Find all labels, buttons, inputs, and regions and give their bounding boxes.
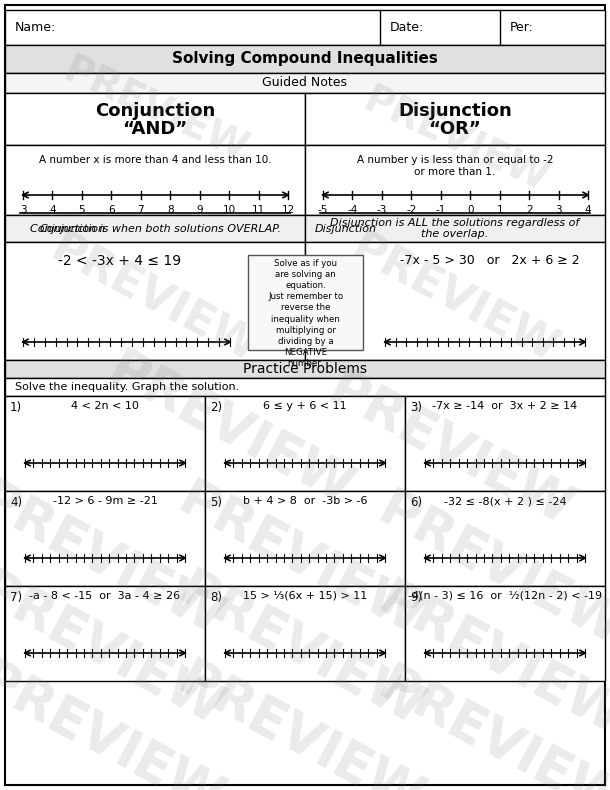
FancyBboxPatch shape bbox=[5, 93, 305, 145]
FancyBboxPatch shape bbox=[305, 242, 605, 360]
FancyBboxPatch shape bbox=[5, 10, 605, 45]
Text: PREVIEW: PREVIEW bbox=[368, 574, 610, 747]
Text: Disjunction: Disjunction bbox=[315, 224, 377, 234]
FancyBboxPatch shape bbox=[405, 586, 605, 681]
Text: Conjunction is when both solutions OVERLAP.: Conjunction is when both solutions OVERL… bbox=[29, 224, 281, 234]
Text: 6 ≤ y + 6 < 11: 6 ≤ y + 6 < 11 bbox=[263, 401, 347, 411]
Text: -a - 8 < -15  or  3a - 4 ≥ 26: -a - 8 < -15 or 3a - 4 ≥ 26 bbox=[29, 591, 181, 601]
Text: 9: 9 bbox=[196, 205, 203, 215]
FancyBboxPatch shape bbox=[305, 93, 605, 145]
Text: Date:: Date: bbox=[390, 21, 424, 34]
FancyBboxPatch shape bbox=[5, 5, 605, 785]
FancyBboxPatch shape bbox=[5, 491, 205, 586]
FancyBboxPatch shape bbox=[305, 215, 605, 242]
Text: 8: 8 bbox=[167, 205, 173, 215]
Text: Conjunction: Conjunction bbox=[95, 102, 215, 120]
Text: 5): 5) bbox=[210, 496, 222, 509]
Text: Practice Problems: Practice Problems bbox=[243, 362, 367, 376]
Text: 6: 6 bbox=[108, 205, 115, 215]
Text: “AND”: “AND” bbox=[123, 120, 188, 138]
Text: 11: 11 bbox=[252, 205, 265, 215]
Text: 8): 8) bbox=[210, 591, 222, 604]
Text: PREVIEW: PREVIEW bbox=[357, 81, 553, 199]
Text: Solve the inequality. Graph the solution.: Solve the inequality. Graph the solution… bbox=[15, 382, 239, 392]
Text: 3: 3 bbox=[20, 205, 26, 215]
FancyBboxPatch shape bbox=[5, 45, 605, 73]
Text: Solving Compound Inequalities: Solving Compound Inequalities bbox=[172, 51, 438, 66]
Text: PREVIEW: PREVIEW bbox=[344, 228, 566, 373]
Text: PREVIEW: PREVIEW bbox=[168, 474, 431, 646]
Text: -5: -5 bbox=[318, 205, 328, 215]
FancyBboxPatch shape bbox=[5, 586, 205, 681]
Text: 12: 12 bbox=[281, 205, 295, 215]
Text: 0: 0 bbox=[467, 205, 473, 215]
Text: -1: -1 bbox=[436, 205, 446, 215]
Text: PREVIEW: PREVIEW bbox=[368, 483, 610, 656]
FancyBboxPatch shape bbox=[405, 491, 605, 586]
Text: -7x - 5 > 30   or   2x + 6 ≥ 2: -7x - 5 > 30 or 2x + 6 ≥ 2 bbox=[400, 254, 580, 267]
Text: 7: 7 bbox=[137, 205, 144, 215]
FancyBboxPatch shape bbox=[248, 255, 363, 350]
Text: PREVIEW: PREVIEW bbox=[44, 228, 266, 373]
Text: A number y is less than or equal to -2
or more than 1.: A number y is less than or equal to -2 o… bbox=[357, 155, 553, 177]
Text: -4(n - 3) ≤ 16  or  ¹⁄₂(12n - 2) < -19: -4(n - 3) ≤ 16 or ¹⁄₂(12n - 2) < -19 bbox=[408, 591, 602, 601]
Text: Name:: Name: bbox=[15, 21, 56, 34]
FancyBboxPatch shape bbox=[5, 396, 205, 491]
Text: -3: -3 bbox=[377, 205, 387, 215]
Text: Disjunction: Disjunction bbox=[398, 102, 512, 120]
Text: -2: -2 bbox=[406, 205, 417, 215]
Text: 4: 4 bbox=[585, 205, 591, 215]
Text: 4: 4 bbox=[49, 205, 56, 215]
Text: -12 > 6 - 9m ≥ -21: -12 > 6 - 9m ≥ -21 bbox=[52, 496, 157, 506]
Text: PREVIEW: PREVIEW bbox=[168, 653, 431, 790]
Text: PREVIEW: PREVIEW bbox=[168, 564, 431, 736]
Text: -2 < -3x + 4 ≤ 19: -2 < -3x + 4 ≤ 19 bbox=[59, 254, 182, 268]
Text: 9): 9) bbox=[410, 591, 422, 604]
Text: 4 < 2n < 10: 4 < 2n < 10 bbox=[71, 401, 139, 411]
Text: Per:: Per: bbox=[510, 21, 534, 34]
Text: Guided Notes: Guided Notes bbox=[262, 77, 348, 89]
Text: PREVIEW: PREVIEW bbox=[0, 474, 231, 646]
Text: 2: 2 bbox=[526, 205, 533, 215]
Text: 15 > ¹⁄₃(6x + 15) > 11: 15 > ¹⁄₃(6x + 15) > 11 bbox=[243, 591, 367, 601]
Text: 1): 1) bbox=[10, 401, 22, 414]
Text: 3): 3) bbox=[410, 401, 422, 414]
Text: Conjunction: Conjunction bbox=[40, 224, 106, 234]
FancyBboxPatch shape bbox=[205, 396, 405, 491]
Text: PREVIEW: PREVIEW bbox=[368, 659, 610, 790]
Text: A number x is more than 4 and less than 10.: A number x is more than 4 and less than … bbox=[38, 155, 271, 165]
Text: 10: 10 bbox=[223, 205, 235, 215]
FancyBboxPatch shape bbox=[205, 586, 405, 681]
Text: 7): 7) bbox=[10, 591, 22, 604]
Text: 3: 3 bbox=[555, 205, 562, 215]
FancyBboxPatch shape bbox=[5, 360, 605, 378]
FancyBboxPatch shape bbox=[5, 215, 305, 242]
Text: PREVIEW: PREVIEW bbox=[99, 344, 361, 517]
Text: Solve as if you
are solving an
equation.
Just remember to
reverse the
inequality: Solve as if you are solving an equation.… bbox=[268, 259, 343, 368]
Text: -7x ≥ -14  or  3x + 2 ≥ 14: -7x ≥ -14 or 3x + 2 ≥ 14 bbox=[432, 401, 578, 411]
FancyBboxPatch shape bbox=[305, 145, 605, 215]
Text: PREVIEW: PREVIEW bbox=[0, 564, 231, 736]
Text: 5: 5 bbox=[79, 205, 85, 215]
Text: PREVIEW: PREVIEW bbox=[57, 51, 253, 169]
FancyBboxPatch shape bbox=[405, 396, 605, 491]
Text: -32 ≤ -8(x + 2 ) ≤ -24: -32 ≤ -8(x + 2 ) ≤ -24 bbox=[443, 496, 566, 506]
FancyBboxPatch shape bbox=[5, 145, 305, 215]
Text: -4: -4 bbox=[347, 205, 357, 215]
FancyBboxPatch shape bbox=[5, 242, 305, 360]
FancyBboxPatch shape bbox=[5, 73, 605, 93]
Text: “OR”: “OR” bbox=[429, 120, 481, 138]
Text: 1: 1 bbox=[497, 205, 503, 215]
Text: PREVIEW: PREVIEW bbox=[318, 363, 581, 536]
Text: 6): 6) bbox=[410, 496, 422, 509]
Text: Disjunction is ALL the solutions regardless of
the overlap.: Disjunction is ALL the solutions regardl… bbox=[331, 218, 580, 239]
Text: PREVIEW: PREVIEW bbox=[0, 653, 231, 790]
Text: b + 4 > 8  or  -3b > -6: b + 4 > 8 or -3b > -6 bbox=[243, 496, 367, 506]
FancyBboxPatch shape bbox=[5, 378, 605, 396]
FancyBboxPatch shape bbox=[205, 491, 405, 586]
Text: 2): 2) bbox=[210, 401, 222, 414]
Text: 4): 4) bbox=[10, 496, 22, 509]
